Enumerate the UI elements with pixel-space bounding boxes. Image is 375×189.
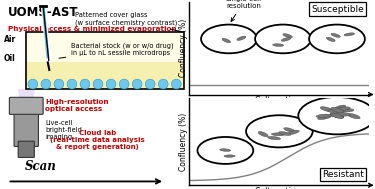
Circle shape: [171, 79, 181, 89]
Circle shape: [198, 137, 253, 164]
Ellipse shape: [331, 107, 344, 113]
Ellipse shape: [339, 109, 354, 112]
Circle shape: [255, 25, 311, 53]
Y-axis label: Confluency (%): Confluency (%): [179, 113, 188, 171]
Text: Physical access & minimized evaporation: Physical access & minimized evaporation: [8, 26, 176, 32]
Ellipse shape: [328, 110, 343, 113]
Circle shape: [80, 79, 90, 89]
Text: Scan: Scan: [24, 160, 56, 173]
Ellipse shape: [318, 115, 332, 120]
Ellipse shape: [331, 113, 344, 119]
Circle shape: [246, 115, 313, 147]
Circle shape: [146, 79, 155, 89]
Ellipse shape: [347, 113, 360, 119]
Ellipse shape: [224, 155, 235, 157]
Circle shape: [28, 79, 38, 89]
Circle shape: [119, 79, 129, 89]
Text: Resistant: Resistant: [322, 170, 364, 179]
Text: Oil: Oil: [4, 54, 15, 63]
Circle shape: [298, 97, 375, 134]
Ellipse shape: [268, 136, 280, 140]
Text: High-resolution
optical access: High-resolution optical access: [45, 99, 109, 112]
Circle shape: [132, 79, 142, 89]
Bar: [26, 32, 184, 63]
Text: UOMS-AST: UOMS-AST: [8, 6, 78, 19]
Ellipse shape: [279, 132, 291, 136]
Text: Cloud lab
(real-time data analysis
& report generation): Cloud lab (real-time data analysis & rep…: [50, 130, 145, 150]
Circle shape: [54, 79, 64, 89]
Circle shape: [201, 25, 257, 53]
Bar: [26, 32, 184, 89]
Ellipse shape: [320, 107, 333, 112]
Ellipse shape: [220, 149, 231, 151]
Ellipse shape: [272, 133, 285, 136]
X-axis label: Culture time: Culture time: [255, 96, 303, 105]
Ellipse shape: [335, 107, 350, 111]
Text: Susceptible: Susceptible: [311, 5, 364, 14]
Ellipse shape: [237, 36, 246, 40]
Text: Live-cell
bright-field
imaging: Live-cell bright-field imaging: [45, 120, 82, 140]
Ellipse shape: [284, 128, 295, 132]
Ellipse shape: [273, 44, 284, 46]
Ellipse shape: [288, 130, 299, 135]
Text: Single-cell
resolution: Single-cell resolution: [225, 0, 261, 21]
Circle shape: [158, 79, 168, 89]
Ellipse shape: [316, 114, 331, 118]
Ellipse shape: [333, 105, 346, 111]
Ellipse shape: [283, 34, 292, 38]
Ellipse shape: [330, 113, 344, 118]
Ellipse shape: [330, 113, 344, 118]
Ellipse shape: [258, 132, 268, 137]
FancyBboxPatch shape: [9, 97, 43, 114]
Ellipse shape: [281, 37, 291, 41]
Text: Patterned cover glass
(w surface chemistry contrast): Patterned cover glass (w surface chemist…: [75, 12, 181, 32]
Ellipse shape: [222, 38, 231, 43]
Ellipse shape: [335, 112, 350, 116]
Circle shape: [93, 79, 103, 89]
FancyBboxPatch shape: [18, 141, 34, 157]
X-axis label: Culture time: Culture time: [255, 187, 303, 189]
Text: Bacterial stock (w or w/o drug)
in μL to nL sessile microdrops: Bacterial stock (w or w/o drug) in μL to…: [59, 42, 174, 58]
Ellipse shape: [331, 33, 340, 37]
Ellipse shape: [326, 37, 335, 42]
Circle shape: [67, 79, 77, 89]
Text: Air: Air: [4, 35, 16, 44]
Circle shape: [309, 25, 365, 53]
FancyBboxPatch shape: [14, 103, 38, 146]
Bar: [26, 62, 184, 89]
Polygon shape: [18, 89, 34, 142]
Ellipse shape: [344, 33, 355, 36]
Circle shape: [106, 79, 116, 89]
Circle shape: [41, 79, 51, 89]
Y-axis label: Confluency (%): Confluency (%): [179, 19, 188, 77]
